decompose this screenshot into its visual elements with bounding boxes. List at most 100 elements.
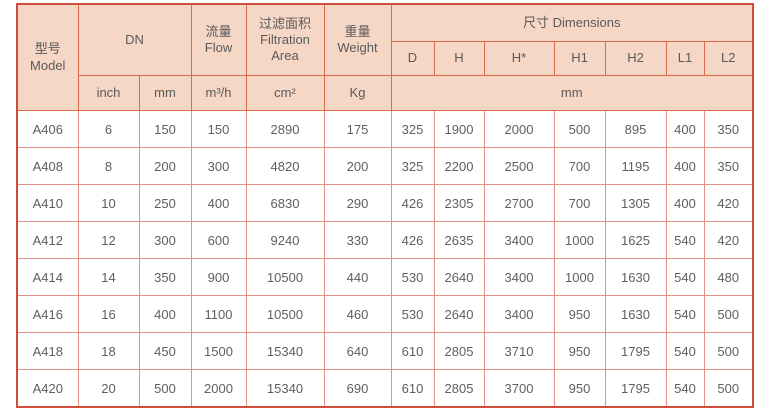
cell-dim-d: 426 [390,184,435,222]
header-row-units: inch mm m³/h cm² Kg mm [17,75,754,111]
cell-dim-h: 2805 [433,332,485,370]
cell-dim-hstar: 3400 [483,258,555,296]
spec-table: 型号 Model DN 流量 Flow 过滤面积 Filtration Area… [16,3,754,408]
unit-dimensions-mm: mm [390,75,754,111]
cell-dim-h: 1900 [433,110,485,148]
table-row: A412 12 300 600 9240 330 426 2635 3400 1000 1625 54… [16,221,754,259]
unit-area: cm² [245,75,325,111]
table-row: A410 10 250 400 6830 290 426 2305 2700 700 1305 400… [16,184,754,222]
cell-flow: 150 [190,110,247,148]
header-model: 型号 Model [16,3,79,111]
cell-flow: 400 [190,184,247,222]
cell-dim-d: 530 [390,258,435,296]
cell-dim-h2: 895 [604,110,667,148]
cell-filtration-area: 15340 [245,369,325,408]
cell-dim-h2: 1305 [604,184,667,222]
table-row: A418 18 450 1500 15340 640 610 2805 3710 950 1795 5… [16,332,754,370]
cell-dn-mm: 250 [138,184,192,222]
cell-dim-h2: 1630 [604,295,667,333]
cell-dim-l2: 500 [703,332,754,370]
cell-filtration-area: 10500 [245,295,325,333]
cell-dim-l2: 420 [703,221,754,259]
table-body: A406 6 150 150 2890 175 325 1900 2000 500 895 400 35… [16,110,754,408]
cell-weight: 175 [323,110,392,148]
cell-dim-l1: 400 [665,184,705,222]
cell-dim-l1: 540 [665,258,705,296]
cell-dim-h2: 1795 [604,332,667,370]
cell-dim-l2: 500 [703,295,754,333]
cell-dn-inch: 12 [77,221,140,259]
header-filtration-area: 过滤面积 Filtration Area [245,3,325,76]
cell-dim-h2: 1630 [604,258,667,296]
cell-dn-inch: 18 [77,332,140,370]
cell-dim-h: 2640 [433,295,485,333]
header-flow: 流量 Flow [190,3,247,76]
cell-dim-d: 325 [390,147,435,185]
header-dn: DN [77,3,192,76]
header-dim-d: D [390,41,435,76]
cell-dim-l2: 420 [703,184,754,222]
cell-dn-mm: 300 [138,221,192,259]
cell-model: A420 [16,369,79,408]
header-dim-l1: L1 [665,41,705,76]
table-row: A408 8 200 300 4820 200 325 2200 2500 700 1195 400 3… [16,147,754,185]
table-row: A420 20 500 2000 15340 690 610 2805 3700 950 1795 5… [16,369,754,408]
cell-dim-l1: 540 [665,332,705,370]
header-dim-l2: L2 [703,41,754,76]
cell-flow: 1500 [190,332,247,370]
cell-flow: 300 [190,147,247,185]
cell-dim-hstar: 2500 [483,147,555,185]
cell-dim-l2: 480 [703,258,754,296]
cell-model: A414 [16,258,79,296]
unit-weight: Kg [323,75,392,111]
cell-dim-hstar: 2700 [483,184,555,222]
cell-dim-h: 2805 [433,369,485,408]
cell-flow: 900 [190,258,247,296]
cell-dn-mm: 150 [138,110,192,148]
cell-dn-inch: 16 [77,295,140,333]
cell-dim-d: 610 [390,332,435,370]
cell-dim-h2: 1795 [604,369,667,408]
header-row-1: 型号 Model DN 流量 Flow 过滤面积 Filtration Area… [16,3,754,111]
table-row: A406 6 150 150 2890 175 325 1900 2000 500 895 400 35… [16,110,754,148]
cell-dn-mm: 350 [138,258,192,296]
header-dim-hstar: H* [483,41,555,76]
cell-dim-d: 530 [390,295,435,333]
cell-flow: 1100 [190,295,247,333]
cell-dim-hstar: 3400 [483,221,555,259]
cell-model: A408 [16,147,79,185]
cell-dim-l1: 400 [665,147,705,185]
cell-dim-d: 325 [390,110,435,148]
cell-dim-h1: 950 [553,332,606,370]
spec-table-container: 型号 Model DN 流量 Flow 过滤面积 Filtration Area… [16,3,754,408]
cell-dn-mm: 200 [138,147,192,185]
cell-dim-h: 2200 [433,147,485,185]
cell-filtration-area: 4820 [245,147,325,185]
cell-weight: 330 [323,221,392,259]
cell-dim-h1: 1000 [553,258,606,296]
cell-dim-l1: 540 [665,221,705,259]
cell-dim-hstar: 3700 [483,369,555,408]
cell-dim-l1: 540 [665,369,705,408]
cell-model: A406 [16,110,79,148]
cell-weight: 440 [323,258,392,296]
cell-dim-d: 610 [390,369,435,408]
cell-filtration-area: 10500 [245,258,325,296]
cell-dn-mm: 450 [138,332,192,370]
cell-dim-l2: 350 [703,110,754,148]
cell-model: A416 [16,295,79,333]
table-row: A414 14 350 900 10500 440 530 2640 3400 1000 1630 5… [16,258,754,296]
cell-dim-h2: 1625 [604,221,667,259]
header-row-2: D H H* H1 H2 L1 L2 [17,41,754,76]
cell-dim-h1: 950 [553,369,606,408]
cell-dim-h1: 950 [553,295,606,333]
cell-dim-h2: 1195 [604,147,667,185]
unit-flow: m³/h [190,75,247,111]
cell-dn-inch: 20 [77,369,140,408]
cell-dn-mm: 500 [138,369,192,408]
cell-dim-h: 2305 [433,184,485,222]
header-dim-h2: H2 [604,41,667,76]
cell-dn-inch: 14 [77,258,140,296]
header-dimensions: 尺寸 Dimensions [390,3,754,42]
cell-filtration-area: 9240 [245,221,325,259]
